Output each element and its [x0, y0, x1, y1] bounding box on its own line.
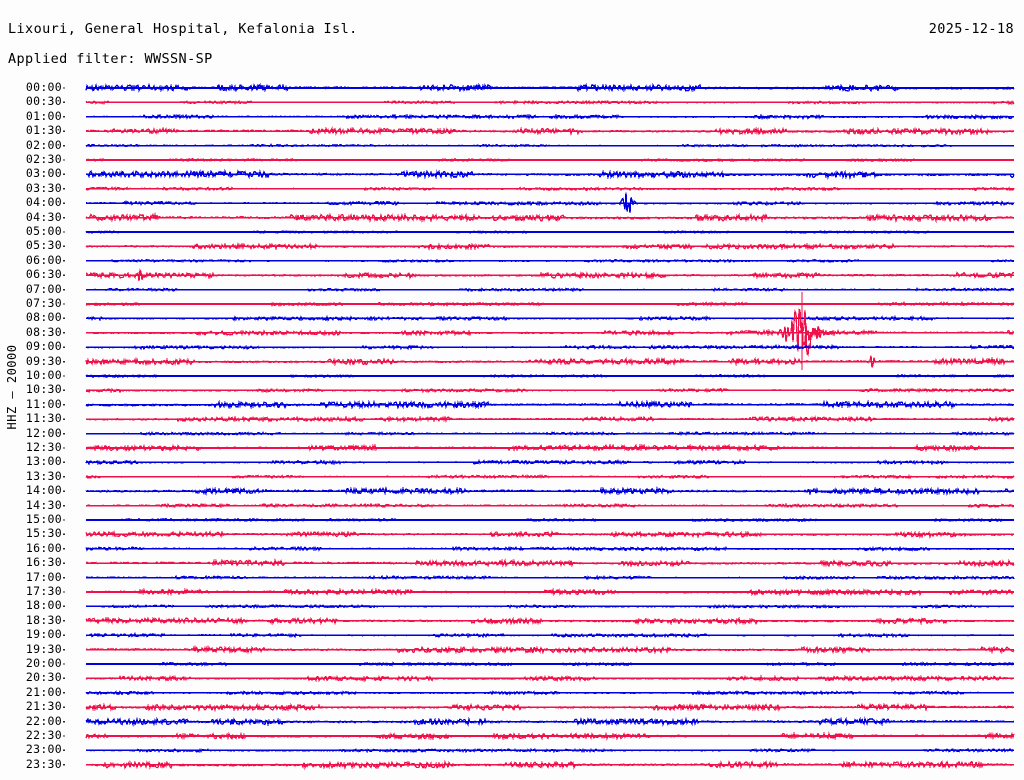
- time-label: 03:30: [25, 180, 62, 195]
- seismogram-traces: [0, 76, 1024, 780]
- time-label: 06:30: [25, 267, 62, 282]
- time-label: 15:00: [25, 512, 62, 526]
- trace-row: [85, 557, 1015, 569]
- header: Lixouri, General Hospital, Kefalonia Isl…: [0, 0, 1024, 76]
- time-label: 01:00: [25, 108, 62, 123]
- time-label: 08:30: [25, 324, 62, 339]
- applied-filter-label: Applied filter: WWSSN-SP: [8, 51, 213, 67]
- time-label: 16:00: [25, 540, 62, 555]
- time-label: 22:30: [25, 728, 62, 742]
- time-label: 08:00: [25, 310, 62, 325]
- time-label: 04:00: [25, 195, 62, 210]
- time-label: 00:30: [25, 94, 62, 109]
- time-label: 16:30: [25, 555, 62, 570]
- time-label: 12:00: [25, 425, 62, 440]
- time-label: 13:30: [25, 468, 62, 483]
- time-label: 17:30: [25, 584, 62, 598]
- time-label: 10:30: [25, 382, 62, 397]
- time-label: 09:00: [25, 339, 62, 354]
- record-date: 2025-12-18: [928, 21, 1014, 37]
- time-label: 06:00: [25, 252, 62, 267]
- time-label: 05:30: [25, 238, 62, 253]
- time-label: 19:00: [25, 627, 62, 642]
- time-label: 12:30: [25, 440, 62, 454]
- time-label: 02:30: [25, 152, 62, 166]
- time-label: 07:00: [25, 281, 62, 296]
- time-label: 04:30: [25, 209, 62, 224]
- time-label: 15:30: [25, 526, 62, 541]
- time-label: 14:00: [25, 483, 62, 498]
- time-label: 01:30: [25, 123, 62, 138]
- time-label: 21:30: [25, 699, 62, 714]
- time-label: 07:30: [25, 296, 62, 310]
- time-label: 10:00: [25, 368, 62, 382]
- time-label: 18:30: [25, 612, 62, 627]
- time-label: 05:00: [25, 224, 62, 238]
- time-label: 23:00: [25, 742, 62, 757]
- time-label: 03:00: [25, 166, 62, 181]
- time-label: 00:00: [25, 80, 62, 94]
- time-label: 14:30: [25, 497, 62, 512]
- time-label: 23:30: [25, 756, 62, 771]
- time-label: 19:30: [25, 641, 62, 656]
- time-label: 11:00: [25, 396, 62, 411]
- time-label: 17:00: [25, 569, 62, 584]
- time-label: 02:00: [25, 137, 62, 152]
- time-label: 22:00: [25, 713, 62, 728]
- time-label: 11:30: [25, 411, 62, 426]
- time-label: 09:30: [25, 353, 62, 368]
- trace-row: [85, 169, 1015, 181]
- event-burst: [797, 322, 837, 348]
- time-label: 13:00: [25, 454, 62, 469]
- time-axis-labels: 00:00 00:30 01:00 01:30 02:00 02:30 03:00 03:30…: [0, 76, 62, 780]
- time-label: 20:30: [25, 670, 62, 685]
- page-title: Lixouri, General Hospital, Kefalonia Isl…: [8, 21, 358, 37]
- time-label: 21:00: [25, 684, 62, 699]
- time-label: 20:00: [25, 656, 62, 670]
- time-label: 18:00: [25, 598, 62, 613]
- helicorder-plot: 00:00 00:30 01:00 01:30 02:00 02:30 03:00 03:30…: [0, 76, 1024, 780]
